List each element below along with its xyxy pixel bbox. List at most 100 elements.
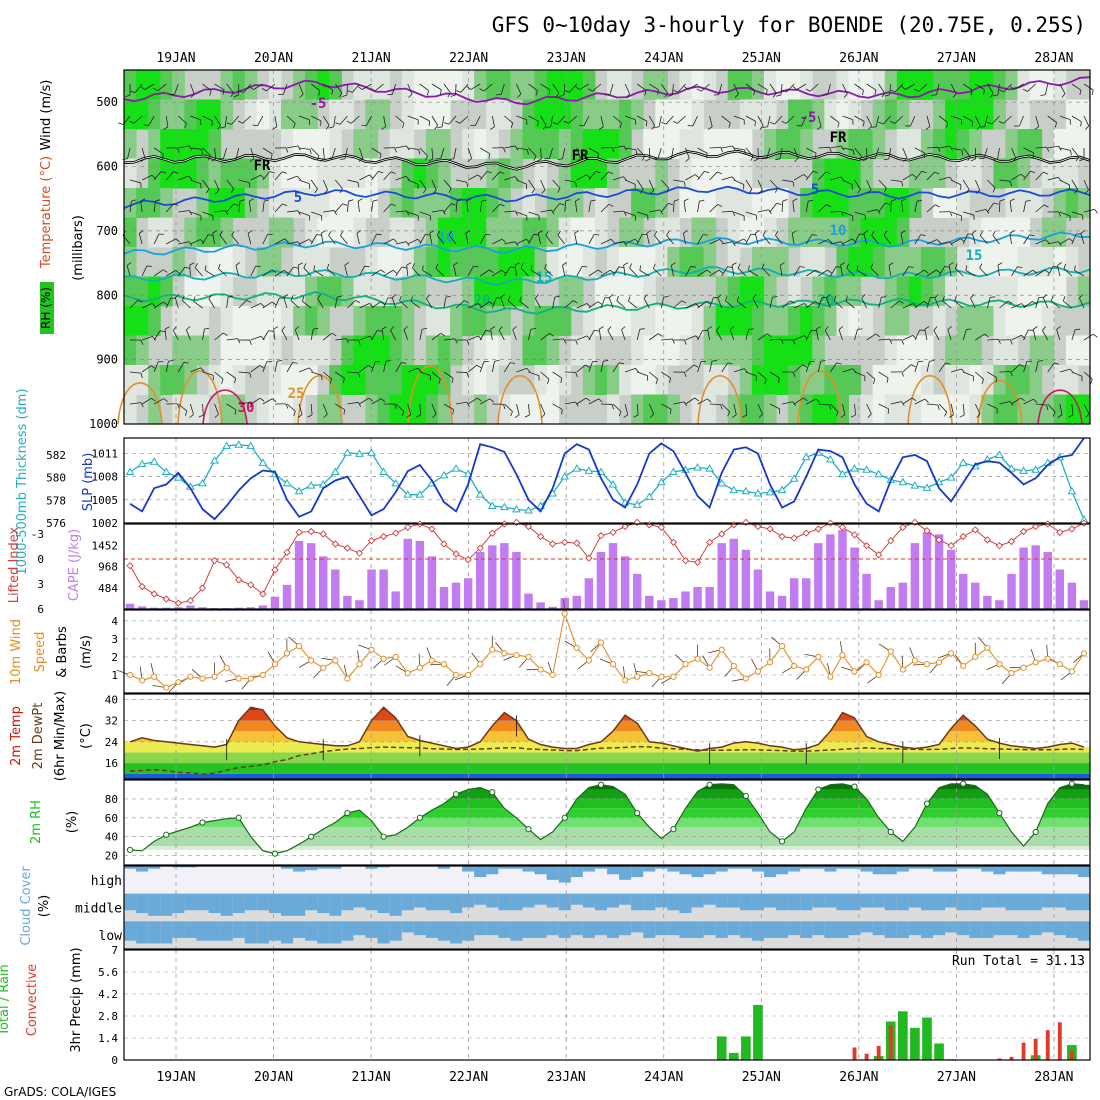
wind-barb — [1022, 88, 1028, 92]
rh-cell — [981, 394, 994, 425]
thickness-marker — [669, 467, 678, 475]
cape-tick-label: 484 — [98, 582, 118, 595]
wind-barb — [718, 269, 724, 274]
wind-barb — [1035, 361, 1039, 373]
rh-cell — [1053, 365, 1067, 395]
wind-barb — [926, 269, 937, 277]
wind-barb — [394, 147, 397, 153]
thickness-marker — [910, 481, 920, 489]
wind-barb — [681, 300, 687, 304]
wind-barb — [512, 329, 517, 341]
rh-cell — [425, 335, 439, 366]
cloud-fill — [582, 866, 596, 872]
wind-barb — [934, 294, 939, 299]
cloud-fill — [136, 866, 149, 872]
wind-barb — [872, 379, 876, 384]
wind-barb — [1035, 115, 1040, 127]
wind-barb — [335, 338, 347, 341]
rh-cell — [812, 335, 825, 366]
wind-axis-label: (m/s) — [79, 635, 94, 669]
wind-barb — [883, 230, 888, 236]
wind-barb — [298, 83, 304, 95]
wind-barb — [218, 268, 227, 277]
precip-convective-bar — [1021, 1042, 1026, 1060]
date-label-bottom: 20JAN — [254, 1070, 293, 1085]
wind-barb — [987, 121, 993, 125]
wind-barb — [134, 83, 143, 93]
wind-barb — [706, 269, 712, 274]
wind-barb — [235, 147, 240, 159]
rh-cell — [884, 217, 898, 248]
cloud-fill — [377, 893, 391, 914]
wind-barb — [230, 92, 234, 98]
thickness-marker — [946, 473, 956, 481]
wind-speed-marker — [561, 610, 568, 617]
rh-cell — [534, 335, 548, 366]
rh-cell — [208, 365, 222, 395]
cloud-fill — [619, 893, 632, 905]
wind-barb — [600, 204, 610, 213]
pressure-tick-label: 1000 — [89, 417, 118, 431]
wind-barb — [902, 147, 908, 159]
rh-cell — [896, 247, 910, 277]
thickness-marker — [898, 477, 908, 486]
wind-barb — [574, 233, 578, 245]
wind-speed-marker — [573, 644, 580, 651]
wind-barb — [585, 364, 590, 368]
wind-barb — [1011, 334, 1022, 341]
lifted-marker — [428, 525, 436, 533]
rh-marker — [163, 831, 170, 838]
wind-barb — [649, 371, 658, 380]
rh-cell — [450, 247, 463, 277]
thickness-marker — [705, 464, 715, 472]
wind-barb — [406, 414, 411, 418]
wind-barb — [607, 330, 614, 341]
wind-barb — [858, 156, 863, 161]
wind-barb — [178, 175, 189, 181]
rh-cell — [1053, 188, 1067, 218]
wind-barb — [286, 115, 296, 124]
isotherm-label: 15 — [966, 248, 983, 264]
wind-barb — [975, 83, 985, 91]
wind-barb — [377, 330, 383, 332]
wind-barb — [690, 266, 696, 268]
panel-frame — [123, 437, 1091, 524]
cloud-fill — [256, 921, 270, 944]
wind-barb — [929, 360, 935, 362]
wind-barb — [890, 120, 895, 124]
wind-barb — [990, 296, 996, 298]
wind-barb — [262, 269, 273, 277]
wind-barb — [214, 147, 217, 159]
wind-barb — [528, 83, 538, 91]
isotherm-boundary-contour — [202, 389, 248, 425]
cape-bar — [488, 545, 497, 609]
cloud-fill — [896, 866, 910, 872]
wind-barb — [842, 179, 853, 186]
wind-barb — [645, 121, 648, 127]
rh-cell — [220, 217, 234, 248]
cape-bar — [1043, 551, 1052, 609]
wind-barb — [335, 179, 343, 189]
rh-cell — [836, 99, 849, 130]
rh-cell — [232, 188, 246, 218]
wind-barb — [910, 364, 916, 368]
wind-barb — [600, 269, 611, 277]
cloud-fill — [751, 921, 765, 941]
lifted-axis-label: Lifted Index — [7, 526, 22, 603]
wind-barb — [443, 203, 452, 213]
wind-barb — [516, 403, 520, 415]
wind-barb — [888, 147, 892, 159]
wind-barb — [642, 233, 648, 236]
wind-barb — [1035, 146, 1047, 149]
wind-barb — [830, 241, 842, 245]
rh-cell — [800, 217, 813, 248]
wind-barb — [339, 188, 343, 193]
wind-barb — [465, 230, 471, 234]
rh-cell — [389, 129, 403, 159]
wind-barb — [854, 115, 865, 122]
wind-barb — [937, 147, 941, 152]
cloud-fill — [667, 921, 680, 936]
wind-barb — [270, 153, 273, 159]
rh-marker — [670, 826, 677, 833]
wind-barb — [653, 268, 662, 277]
